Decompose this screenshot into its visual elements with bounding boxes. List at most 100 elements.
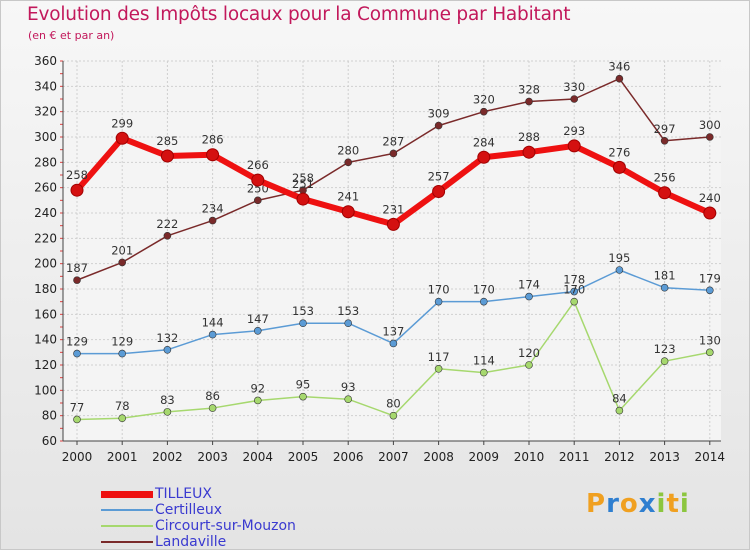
x-tick-label: 2011: [559, 450, 590, 464]
data-point: [389, 149, 398, 158]
data-point: [615, 266, 624, 274]
y-tick-label: 160: [34, 307, 57, 321]
data-point: [208, 330, 217, 339]
legend-item: TILLEUX: [101, 486, 296, 502]
data-label: 181: [654, 269, 676, 283]
data-point: [570, 95, 579, 103]
legend-label: Certilleux: [155, 502, 223, 518]
legend: TILLEUX Certilleux Circourt-sur-Mouzon Land…: [101, 486, 296, 550]
data-point: [567, 139, 581, 153]
data-label: 201: [111, 243, 133, 257]
y-tick-label: 340: [34, 79, 57, 93]
data-label: 144: [202, 316, 224, 330]
data-point: [479, 107, 488, 116]
data-label: 120: [518, 346, 540, 360]
data-label: 241: [337, 190, 359, 204]
data-label: 77: [70, 400, 85, 414]
data-label: 299: [111, 116, 133, 130]
y-tick-label: 200: [34, 257, 57, 271]
logo-letter: r: [606, 489, 620, 519]
data-point: [115, 131, 129, 145]
legend-item: Certilleux: [101, 502, 296, 518]
data-label: 114: [473, 354, 495, 368]
data-point: [434, 297, 443, 306]
legend-swatch: [101, 525, 153, 527]
data-label: 346: [608, 60, 630, 74]
data-point: [705, 286, 714, 295]
y-tick-label: 60: [42, 434, 57, 448]
data-label: 258: [292, 171, 314, 185]
data-point: [341, 205, 355, 219]
data-point: [660, 137, 669, 145]
data-label: 276: [608, 145, 630, 159]
x-tick-label: 2006: [333, 450, 364, 464]
y-tick-label: 280: [34, 155, 57, 169]
y-tick-label: 180: [34, 282, 57, 296]
proxiti-logo: Proxiti: [586, 489, 690, 519]
x-tick-label: 2008: [423, 450, 454, 464]
data-point: [163, 345, 172, 354]
data-point: [615, 406, 624, 415]
data-label: 234: [202, 202, 224, 216]
data-point: [344, 395, 353, 404]
y-tick-label: 260: [34, 181, 57, 195]
x-tick-label: 2013: [649, 450, 680, 464]
data-point: [525, 292, 533, 301]
legend-item: Circourt-sur-Mouzon: [101, 518, 296, 534]
data-point: [660, 357, 669, 366]
data-label: 257: [428, 169, 450, 183]
y-tick-label: 360: [34, 54, 57, 68]
data-point: [208, 216, 217, 225]
data-point: [434, 121, 443, 130]
x-tick-label: 2010: [514, 450, 545, 464]
data-label: 147: [247, 312, 269, 326]
data-point: [73, 415, 81, 424]
y-tick-label: 240: [34, 206, 57, 220]
data-label: 287: [382, 134, 404, 148]
chart-subtitle: (en € et par an): [28, 29, 115, 42]
data-label: 222: [156, 217, 178, 231]
data-point: [118, 258, 126, 267]
x-tick-label: 2000: [62, 450, 93, 464]
data-label: 153: [337, 304, 359, 318]
data-label: 258: [66, 168, 88, 182]
x-tick-label: 2003: [197, 450, 228, 464]
data-label: 179: [699, 271, 721, 285]
x-tick-label: 2007: [378, 450, 409, 464]
data-point: [389, 411, 398, 420]
data-point: [522, 145, 536, 159]
y-tick-label: 300: [34, 130, 57, 144]
data-point: [658, 186, 672, 200]
y-tick-label: 120: [34, 358, 57, 372]
data-point: [160, 149, 174, 163]
data-label: 84: [612, 392, 627, 406]
logo-letter: i: [656, 489, 667, 519]
data-label: 86: [205, 389, 220, 403]
data-point: [570, 297, 579, 306]
data-label: 153: [292, 304, 314, 318]
data-label: 83: [160, 393, 175, 407]
data-label: 129: [66, 335, 88, 349]
data-label: 288: [518, 130, 540, 144]
data-point: [296, 192, 310, 206]
data-label: 320: [473, 93, 495, 107]
data-point: [344, 319, 353, 328]
data-point: [163, 232, 172, 240]
x-tick-label: 2014: [695, 450, 726, 464]
data-label: 123: [654, 342, 676, 356]
data-point: [253, 396, 262, 405]
data-point: [70, 183, 84, 197]
y-tick-label: 80: [42, 409, 57, 423]
data-label: 195: [608, 251, 630, 265]
data-label: 130: [699, 333, 721, 347]
data-label: 256: [654, 171, 676, 185]
data-label: 231: [382, 202, 404, 216]
x-tick-label: 2002: [152, 450, 183, 464]
data-point: [163, 408, 172, 416]
x-tick-label: 2012: [604, 450, 635, 464]
data-label: 174: [518, 278, 540, 292]
data-point: [525, 97, 533, 106]
x-tick-label: 2004: [243, 450, 274, 464]
data-point: [570, 287, 579, 296]
